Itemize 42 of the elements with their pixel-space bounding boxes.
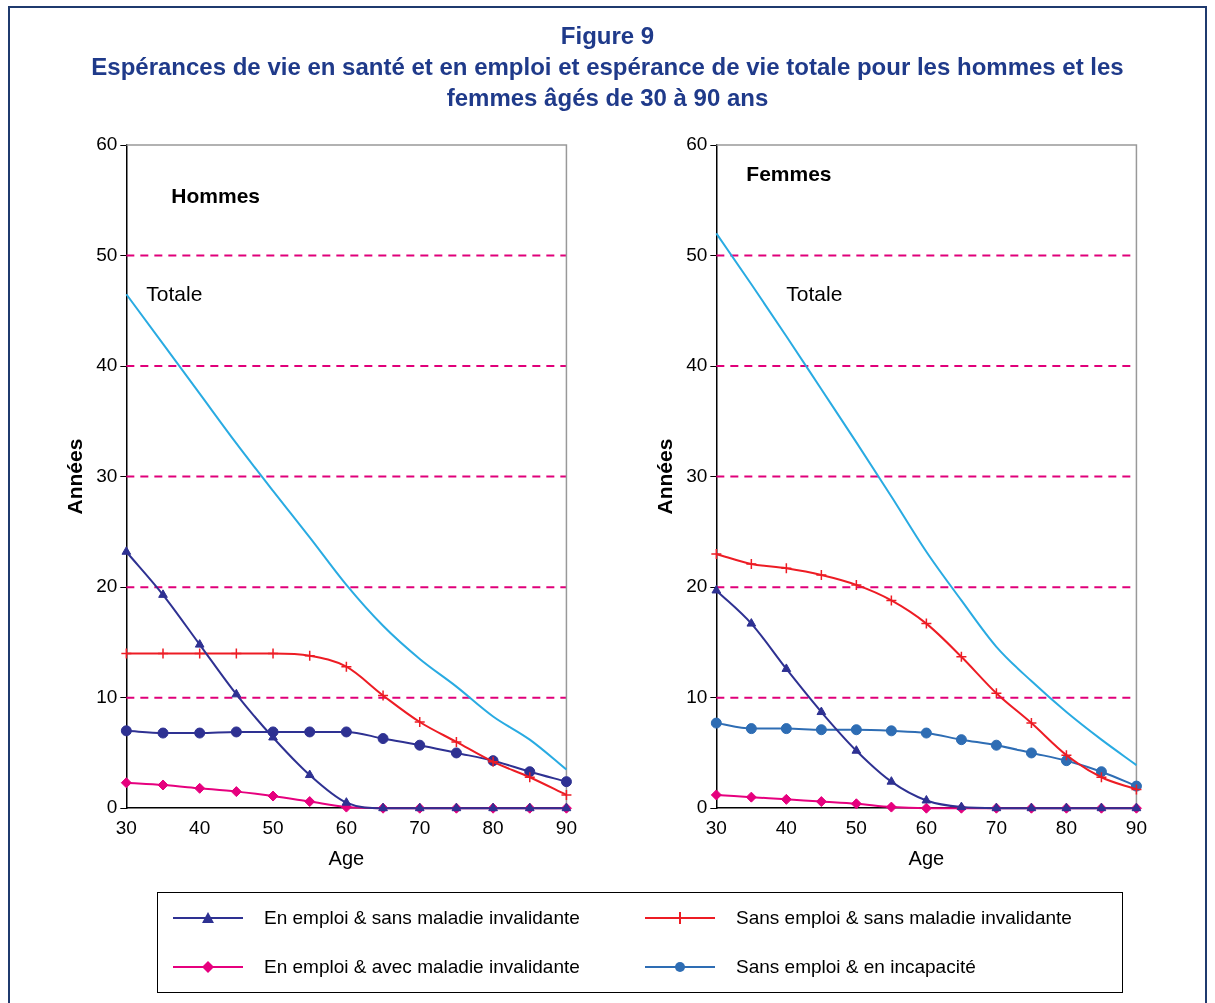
y-tick-label: 40 [686, 354, 708, 376]
y-tick-label: 20 [96, 575, 118, 597]
x-tick-label: 90 [555, 816, 577, 838]
legend-label: Sans emploi & en incapacité [736, 956, 976, 979]
x-tick-label: 50 [262, 816, 284, 838]
x-tick-label: 90 [1125, 816, 1147, 838]
x-tick-label: 40 [189, 816, 211, 838]
x-tick-label: 40 [775, 816, 797, 838]
y-tick-label: 50 [96, 243, 118, 265]
legend-label: Sans emploi & sans maladie invalidante [736, 906, 1072, 929]
y-tick-label: 50 [686, 243, 708, 265]
x-tick-label: 70 [409, 816, 431, 838]
annotation: Hommes [171, 183, 261, 207]
chart-subtitle: Espérances de vie en santé et en emploi et espérance de vie totale pour les hommes et les femmes âgés de 30 à 90 ans [90, 52, 1125, 113]
y-tick-label: 0 [696, 796, 708, 818]
y-tick-label: 60 [96, 133, 118, 155]
annotation: Femmes [746, 161, 832, 185]
y-axis-title: Années [63, 438, 87, 515]
annotation: Totale [786, 281, 843, 305]
x-tick-label: 60 [915, 816, 937, 838]
y-tick-label: 10 [686, 685, 708, 707]
x-tick-label: 80 [482, 816, 504, 838]
y-tick-label: 20 [686, 575, 708, 597]
annotation: Totale [146, 281, 203, 305]
x-axis-title: Age [908, 846, 945, 869]
y-tick-label: 0 [106, 796, 118, 818]
x-tick-label: 60 [335, 816, 357, 838]
y-tick-label: 30 [686, 464, 708, 486]
x-tick-label: 30 [115, 816, 137, 838]
chart-title: Figure 9 [559, 21, 656, 51]
x-tick-label: 50 [845, 816, 867, 838]
x-tick-label: 80 [1055, 816, 1077, 838]
y-tick-label: 40 [96, 354, 118, 376]
y-tick-label: 30 [96, 464, 118, 486]
legend-label: En emploi & avec maladie invalidante [264, 956, 580, 979]
x-tick-label: 70 [985, 816, 1007, 838]
y-axis-title: Années [653, 438, 677, 515]
legend-label: En emploi & sans maladie invalidante [264, 906, 580, 929]
x-tick-label: 30 [705, 816, 727, 838]
y-tick-label: 10 [96, 685, 118, 707]
x-axis-title: Age [328, 846, 365, 869]
y-tick-label: 60 [686, 133, 708, 155]
